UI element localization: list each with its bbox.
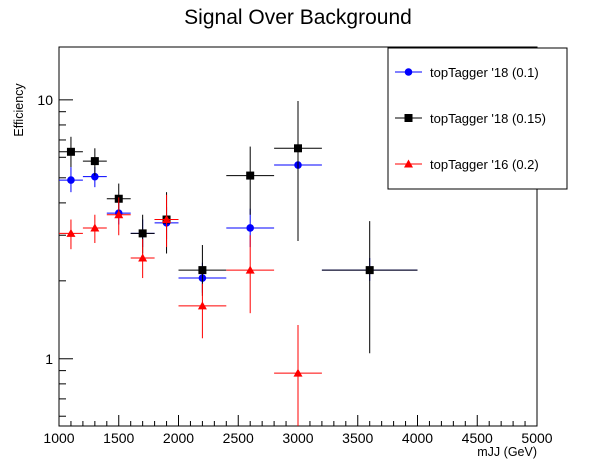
x-tick-label: 4500 bbox=[462, 430, 493, 446]
data-point bbox=[67, 176, 75, 184]
data-point bbox=[138, 229, 147, 238]
data-point bbox=[66, 147, 75, 156]
y-axis-label: Efficiency bbox=[12, 83, 26, 137]
data-point bbox=[294, 144, 302, 153]
data-point bbox=[365, 266, 374, 275]
series-2 bbox=[59, 100, 418, 354]
x-tick-label: 5000 bbox=[521, 430, 552, 446]
x-axis-label: mJJ (GeV) bbox=[477, 445, 537, 459]
data-point bbox=[66, 228, 76, 237]
legend-marker bbox=[404, 114, 413, 122]
chart-title: Signal Over Background bbox=[184, 6, 412, 29]
data-point bbox=[246, 224, 254, 232]
x-tick-label: 2000 bbox=[163, 430, 194, 446]
data-point bbox=[91, 172, 99, 181]
data-point bbox=[162, 215, 172, 224]
x-tick-label: 3000 bbox=[282, 430, 313, 446]
y-tick-label: 1 bbox=[45, 351, 53, 367]
y-tick-label: 10 bbox=[37, 92, 53, 108]
x-tick-label: 2500 bbox=[223, 430, 254, 446]
series-layer bbox=[59, 100, 418, 426]
data-point bbox=[246, 171, 255, 180]
legend: topTagger '18 (0.1) topTagger '18 (0.15) t… bbox=[387, 47, 568, 190]
data-point bbox=[293, 368, 303, 377]
data-point bbox=[197, 301, 207, 310]
x-tick-label: 3500 bbox=[342, 430, 373, 446]
legend-entry-label: topTagger '16 (0.2) bbox=[430, 157, 539, 172]
legend-marker bbox=[404, 68, 413, 76]
data-point bbox=[114, 210, 124, 219]
data-point bbox=[90, 223, 100, 232]
x-tick-label: 1000 bbox=[43, 430, 74, 446]
data-point bbox=[198, 266, 207, 275]
x-tick-label: 1500 bbox=[103, 430, 134, 446]
legend-marker bbox=[404, 159, 413, 168]
data-point bbox=[90, 157, 99, 166]
data-point bbox=[138, 253, 148, 262]
x-tick-label: 4000 bbox=[402, 430, 433, 446]
data-point bbox=[245, 265, 255, 274]
legend-entry-label: topTagger '18 (0.15) bbox=[430, 111, 546, 126]
series-3 bbox=[59, 194, 322, 426]
legend-entry-label: topTagger '18 (0.1) bbox=[430, 65, 539, 80]
